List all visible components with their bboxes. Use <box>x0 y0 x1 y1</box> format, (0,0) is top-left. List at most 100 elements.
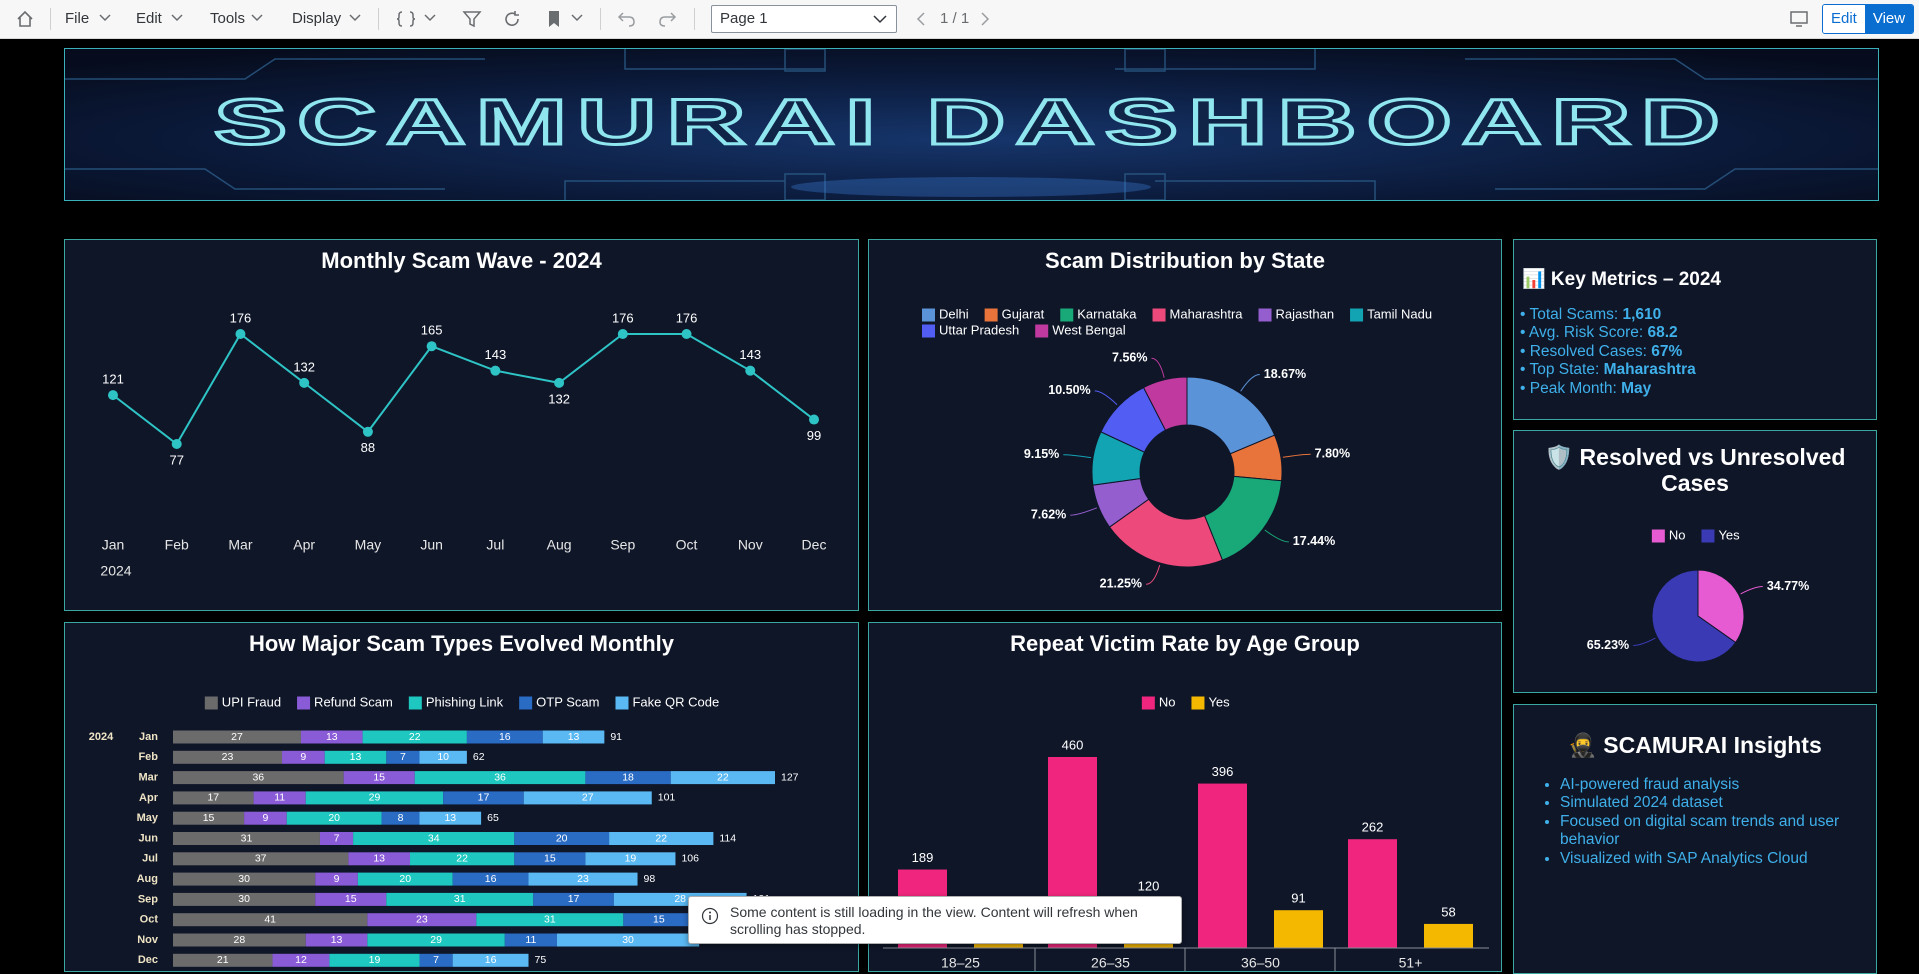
formula-button[interactable] <box>395 9 417 29</box>
slice <box>1108 498 1224 568</box>
data-label: 37 <box>255 853 267 865</box>
filter-button[interactable] <box>462 9 482 29</box>
data-label: 17 <box>568 893 580 905</box>
bar-segment <box>386 892 534 906</box>
prev-page[interactable] <box>915 11 927 27</box>
data-label: 18.67% <box>1264 367 1306 381</box>
marker <box>299 377 310 388</box>
menu-tools[interactable]: Tools <box>210 10 246 27</box>
total-label: 98 <box>644 873 656 885</box>
slice <box>1142 376 1188 431</box>
data-label: 21.25% <box>1100 577 1142 591</box>
y-tick-label: Aug <box>137 873 158 885</box>
data-label: 132 <box>293 359 315 374</box>
mode-edit[interactable]: Edit <box>1823 5 1865 33</box>
refresh-button[interactable] <box>502 9 522 29</box>
banner: SCAMURAI DASHBOARD <box>64 48 1879 201</box>
undo-button[interactable] <box>617 9 637 29</box>
bar-segment <box>315 892 387 906</box>
data-label: 15 <box>544 853 556 865</box>
legend-label: Delhi <box>939 306 969 321</box>
y-tick-label: Nov <box>137 934 159 946</box>
data-label: 15 <box>373 771 385 783</box>
legend-swatch <box>1191 696 1205 710</box>
data-label: 19 <box>625 853 637 865</box>
present-button[interactable] <box>1789 9 1809 29</box>
chart: 121 Jan 77 Feb 176 Mar 132 Apr 88 May 165 Jun 143 Jul… <box>100 310 826 578</box>
total-label: 91 <box>610 731 622 743</box>
data-label: 11 <box>274 792 285 804</box>
legend: Delhi Gujarat Karnataka Maharashtra Rajastha… <box>922 306 1432 338</box>
slice <box>1697 569 1745 644</box>
y-group-label: 2024 <box>89 731 114 743</box>
bar <box>1348 839 1397 948</box>
bar-segment <box>173 730 301 744</box>
total-label: 62 <box>473 751 485 763</box>
next-page[interactable] <box>979 11 991 27</box>
legend-swatch <box>1141 696 1155 710</box>
menu-file[interactable]: File <box>65 10 90 27</box>
total-label: 114 <box>719 832 736 844</box>
data-label: 7.80% <box>1315 447 1350 461</box>
data-label: 9.15% <box>1024 447 1059 461</box>
menu-edit[interactable]: Edit <box>136 10 162 27</box>
leader-line <box>1633 637 1656 646</box>
legend-swatch <box>408 696 422 710</box>
metric-value: 1,610 <box>1622 306 1662 323</box>
legend-swatch <box>984 308 998 322</box>
data-label: 9 <box>263 812 269 824</box>
insight: Visualized with SAP Analytics Cloud <box>1560 850 1876 868</box>
metric: Resolved Cases: 67% <box>1520 343 1696 361</box>
page-select-value: Page 1 <box>720 10 768 27</box>
data-label: 77 <box>169 452 183 467</box>
data-label: 23 <box>416 913 428 925</box>
bar-segment <box>623 913 695 927</box>
bar-segment <box>305 791 444 805</box>
data-label: 16 <box>485 873 497 885</box>
bar-segment <box>670 771 775 785</box>
leader-line <box>1740 586 1763 595</box>
bar-segment <box>452 872 529 886</box>
leader-line <box>1094 390 1118 406</box>
data-label: 13 <box>444 812 456 824</box>
data-label: 31 <box>241 832 253 844</box>
chevron <box>424 14 436 22</box>
banner-title: SCAMURAI DASHBOARD <box>214 86 1730 158</box>
loading-toast: Some content is still loading in the vie… <box>688 896 1182 944</box>
bar-segment <box>367 913 477 927</box>
x-tick-label: Jul <box>486 537 504 553</box>
bar-segment <box>443 791 524 805</box>
insight: Simulated 2024 dataset <box>1560 794 1876 812</box>
bookmark-button[interactable] <box>544 9 564 29</box>
legend-swatch <box>1035 324 1049 338</box>
x-tick-label: May <box>355 537 381 553</box>
data-label: 16 <box>499 731 511 743</box>
bar-segment <box>305 933 368 947</box>
data-label: 15 <box>345 893 357 905</box>
legend-swatch <box>297 696 311 710</box>
menu-display[interactable]: Display <box>292 10 342 27</box>
metric-label: Top State: <box>1529 361 1600 379</box>
data-label: 58 <box>1441 904 1455 919</box>
bar-segment <box>419 953 453 967</box>
page-select[interactable]: Page 1 <box>711 5 897 33</box>
chevron <box>251 14 263 22</box>
bar-segment <box>386 750 420 764</box>
mode-view[interactable]: View <box>1864 5 1914 33</box>
data-label: 36 <box>252 771 264 783</box>
metric-label: Peak Month: <box>1529 379 1617 397</box>
bar-segment <box>542 730 605 744</box>
toast-message: Some content is still loading in the vie… <box>730 904 1138 937</box>
metric-label: Resolved Cases: <box>1529 342 1647 360</box>
home-button[interactable] <box>15 9 35 29</box>
data-label: 91 <box>1291 891 1305 906</box>
redo-button[interactable] <box>657 9 677 29</box>
data-label: 10.50% <box>1048 383 1090 397</box>
bar-segment <box>419 811 482 825</box>
bar-segment <box>173 771 344 785</box>
y-tick-label: Mar <box>138 772 158 784</box>
slice <box>1651 569 1737 663</box>
legend-label: Gujarat <box>1002 306 1045 321</box>
data-label: 143 <box>739 347 761 362</box>
